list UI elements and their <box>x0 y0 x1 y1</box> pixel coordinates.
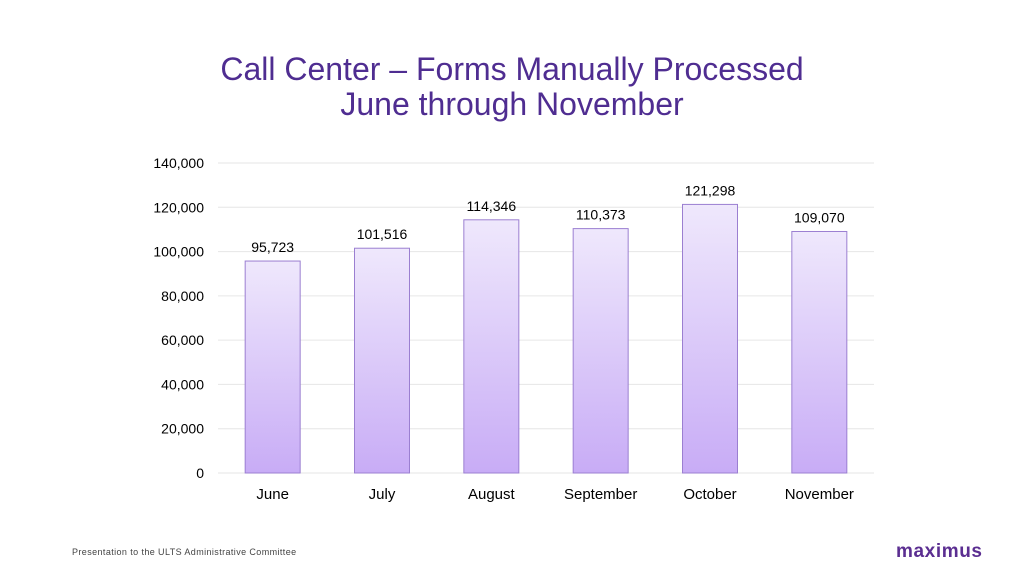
y-tick-label: 100,000 <box>153 244 204 260</box>
data-label: 110,373 <box>576 207 626 223</box>
bar-july <box>354 247 410 474</box>
x-tick-label: June <box>256 486 289 503</box>
x-tick-label: November <box>785 486 854 503</box>
y-tick-label: 120,000 <box>153 199 204 215</box>
data-label: 109,070 <box>794 209 845 225</box>
x-tick-label: July <box>369 486 396 503</box>
x-tick-label: September <box>564 486 637 503</box>
y-tick-label: 20,000 <box>161 421 204 437</box>
x-tick-label: August <box>468 486 516 503</box>
maximus-logo: maximus <box>896 541 983 562</box>
data-label: 121,298 <box>685 182 736 198</box>
footer-text: Presentation to the ULTS Administrative … <box>72 547 297 557</box>
gridlines <box>218 162 874 474</box>
y-tick-label: 40,000 <box>161 376 204 392</box>
title-line-2: June through November <box>340 86 684 122</box>
title-line-1: Call Center – Forms Manually Processed <box>220 51 804 87</box>
data-labels: 95,723 101,516 114,346 110,373 121,298 109,07… <box>251 182 845 255</box>
data-label: 95,723 <box>251 239 294 255</box>
bar-june <box>244 260 301 474</box>
bar-august <box>463 219 520 474</box>
x-tick-label: October <box>683 486 736 503</box>
y-tick-label: 0 <box>196 465 204 481</box>
y-tick-label: 80,000 <box>161 288 204 304</box>
data-label: 101,516 <box>357 226 408 242</box>
bar-october <box>682 203 738 474</box>
bar-september <box>572 228 629 474</box>
bars <box>244 203 848 474</box>
y-tick-label: 60,000 <box>161 332 204 348</box>
chart-title: Call Center – Forms Manually Processed J… <box>0 52 1024 122</box>
x-axis-ticks: June July August September October November <box>256 486 854 503</box>
bar-november <box>791 230 848 474</box>
y-axis-ticks: 0 20,000 40,000 60,000 80,000 100,000 120,000 1… <box>153 155 204 481</box>
data-label: 114,346 <box>467 198 517 214</box>
y-tick-label: 140,000 <box>153 155 204 171</box>
